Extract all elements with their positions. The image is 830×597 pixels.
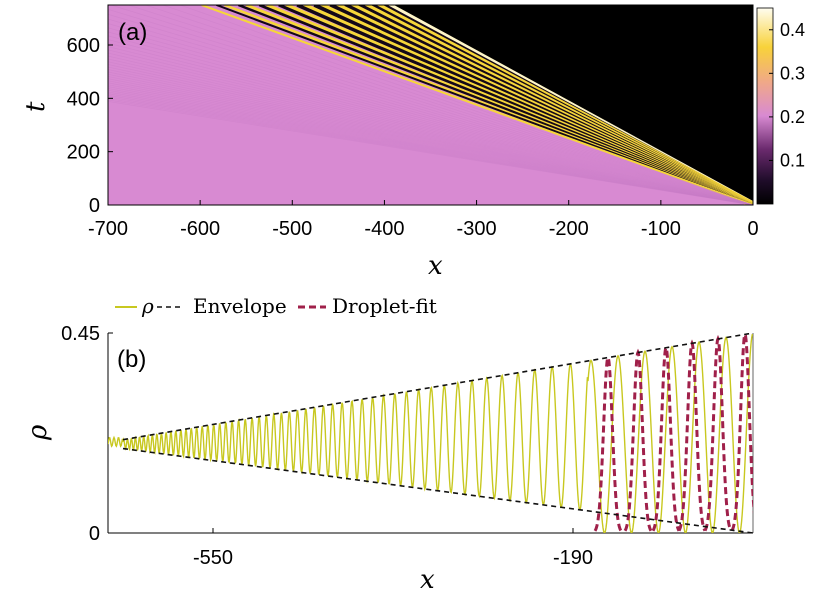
- colorbar-tick-label: 0.1: [780, 150, 805, 170]
- y-tick-label: 400: [67, 88, 100, 110]
- x-tick-label: -100: [641, 218, 681, 240]
- heatmap-fine-fringe: [108, 39, 753, 205]
- heatmap-fine-fringe: [108, 89, 753, 205]
- envelope-upper: [122, 333, 753, 441]
- legend: ρ Envelope Droplet-fit: [115, 294, 437, 318]
- colorbar-tick-label: 0.3: [780, 63, 805, 83]
- heatmap-fine-fringe: [162, 5, 753, 205]
- heatmap-fine-fringe: [108, 71, 753, 205]
- heatmap-fine-fringe: [108, 98, 753, 205]
- droplet-fit-peak: [730, 333, 753, 532]
- heatmap-fine-fringe: [108, 73, 753, 205]
- y-tick-label: 0: [89, 523, 100, 545]
- envelope-lower: [122, 447, 753, 533]
- panel-a-label: (a): [118, 19, 147, 46]
- y-tick-label: 200: [67, 142, 100, 164]
- heatmap-fine-fringe: [108, 31, 753, 205]
- heatmap-fine-fringe: [108, 64, 753, 205]
- lineplot-series: [108, 333, 753, 533]
- heatmap-fine-fringe: [108, 82, 753, 205]
- lineplot-x-ticks: -550 -190: [193, 528, 593, 569]
- y-tick-label: 0.45: [61, 323, 100, 345]
- heatmap-fine-fringe: [108, 100, 753, 205]
- panel-b-label: (b): [117, 346, 146, 373]
- x-tick-label: -190: [553, 547, 593, 569]
- heatmap-fine-fringe: [108, 88, 753, 205]
- panel-a: -700 -600 -500 -400 -300 -200 -100 0 0 200 400 600…: [21, 4, 805, 281]
- heatmap-fine-fringe: [108, 49, 753, 205]
- x-tick-label: -550: [193, 547, 233, 569]
- heatmap-fine-fringe: [108, 58, 753, 205]
- lineplot-y-ticks: 00.45: [61, 323, 113, 545]
- heatmap-fine-fringe: [108, 76, 753, 205]
- heatmap-fine-fringe: [108, 69, 753, 205]
- droplet-fit-peak: [651, 343, 681, 532]
- colorbar-ticks: 0.1 0.2 0.3 0.4: [769, 20, 805, 170]
- heatmap-y-ticks: 0 200 400 600: [67, 35, 113, 217]
- heatmap-fine-fringe: [108, 35, 753, 205]
- heatmap-frame: [107, 4, 754, 206]
- x-tick-label: -500: [272, 218, 312, 240]
- colorbar-tick-label: 0.4: [780, 20, 805, 40]
- heatmap-fine-fringe: [179, 5, 753, 205]
- legend-envelope-label: Envelope: [193, 294, 287, 318]
- heatmap-fine-fringe: [108, 42, 753, 205]
- x-tick-label: -700: [88, 218, 128, 240]
- heatmap-fine-fringe: [108, 27, 753, 205]
- panel-b: -550 -190 00.45 (b) x ρ: [23, 323, 754, 595]
- rho-series: [108, 333, 753, 533]
- heatmap-fine-fringe: [108, 13, 753, 205]
- heatmap-fine-fringe: [108, 91, 753, 205]
- droplet-fit-peak: [593, 353, 623, 532]
- y-tick-label: 600: [67, 35, 100, 57]
- legend-rho-label: ρ: [141, 294, 154, 318]
- x-tick-label: -300: [457, 218, 497, 240]
- heatmap-fine-fringe: [108, 52, 753, 205]
- legend-droplet-label: Droplet-fit: [332, 294, 437, 318]
- lineplot-ylabel: ρ: [23, 424, 53, 441]
- x-tick-label: -400: [364, 218, 404, 240]
- heatmap-fine-fringe: [108, 86, 753, 205]
- x-tick-label: -200: [549, 218, 589, 240]
- heatmap-fine-fringe: [108, 80, 753, 205]
- heatmap-fine-fringe: [145, 5, 753, 205]
- heatmap-fine-fringe: [108, 93, 753, 205]
- colorbar-tick-label: 0.2: [780, 107, 805, 127]
- heatmap-xlabel: x: [428, 251, 443, 281]
- heatmap-fringe: [201, 5, 753, 205]
- heatmap-fine-fringe: [108, 78, 753, 205]
- heatmap-plot: [108, 5, 753, 205]
- colorbar: [756, 7, 774, 205]
- heatmap-fine-fringe: [108, 55, 753, 205]
- heatmap-fine-fringe: [108, 61, 753, 205]
- heatmap-fine-fringe: [108, 84, 753, 205]
- heatmap-fine-fringe: [108, 94, 753, 205]
- heatmap-fine-fringe: [108, 18, 753, 205]
- heatmap-fine-fringe: [108, 96, 753, 205]
- heatmap-fine-fringe: [128, 5, 753, 205]
- heatmap-fine-fringe: [108, 99, 753, 205]
- x-tick-label: 0: [747, 218, 758, 240]
- y-tick-label: 0: [89, 195, 100, 217]
- heatmap-fine-fringe: [108, 23, 753, 205]
- heatmap-fine-fringe: [108, 8, 753, 205]
- heatmap-fine-fringe: [108, 66, 753, 205]
- heatmap-ylabel: t: [21, 101, 51, 112]
- x-tick-label: -600: [180, 218, 220, 240]
- heatmap-x-ticks: -700 -600 -500 -400 -300 -200 -100 0: [88, 200, 759, 240]
- heatmap-fine-fringe: [110, 5, 753, 205]
- heatmap-fine-fringe: [108, 46, 753, 205]
- lineplot-xlabel: x: [420, 565, 435, 595]
